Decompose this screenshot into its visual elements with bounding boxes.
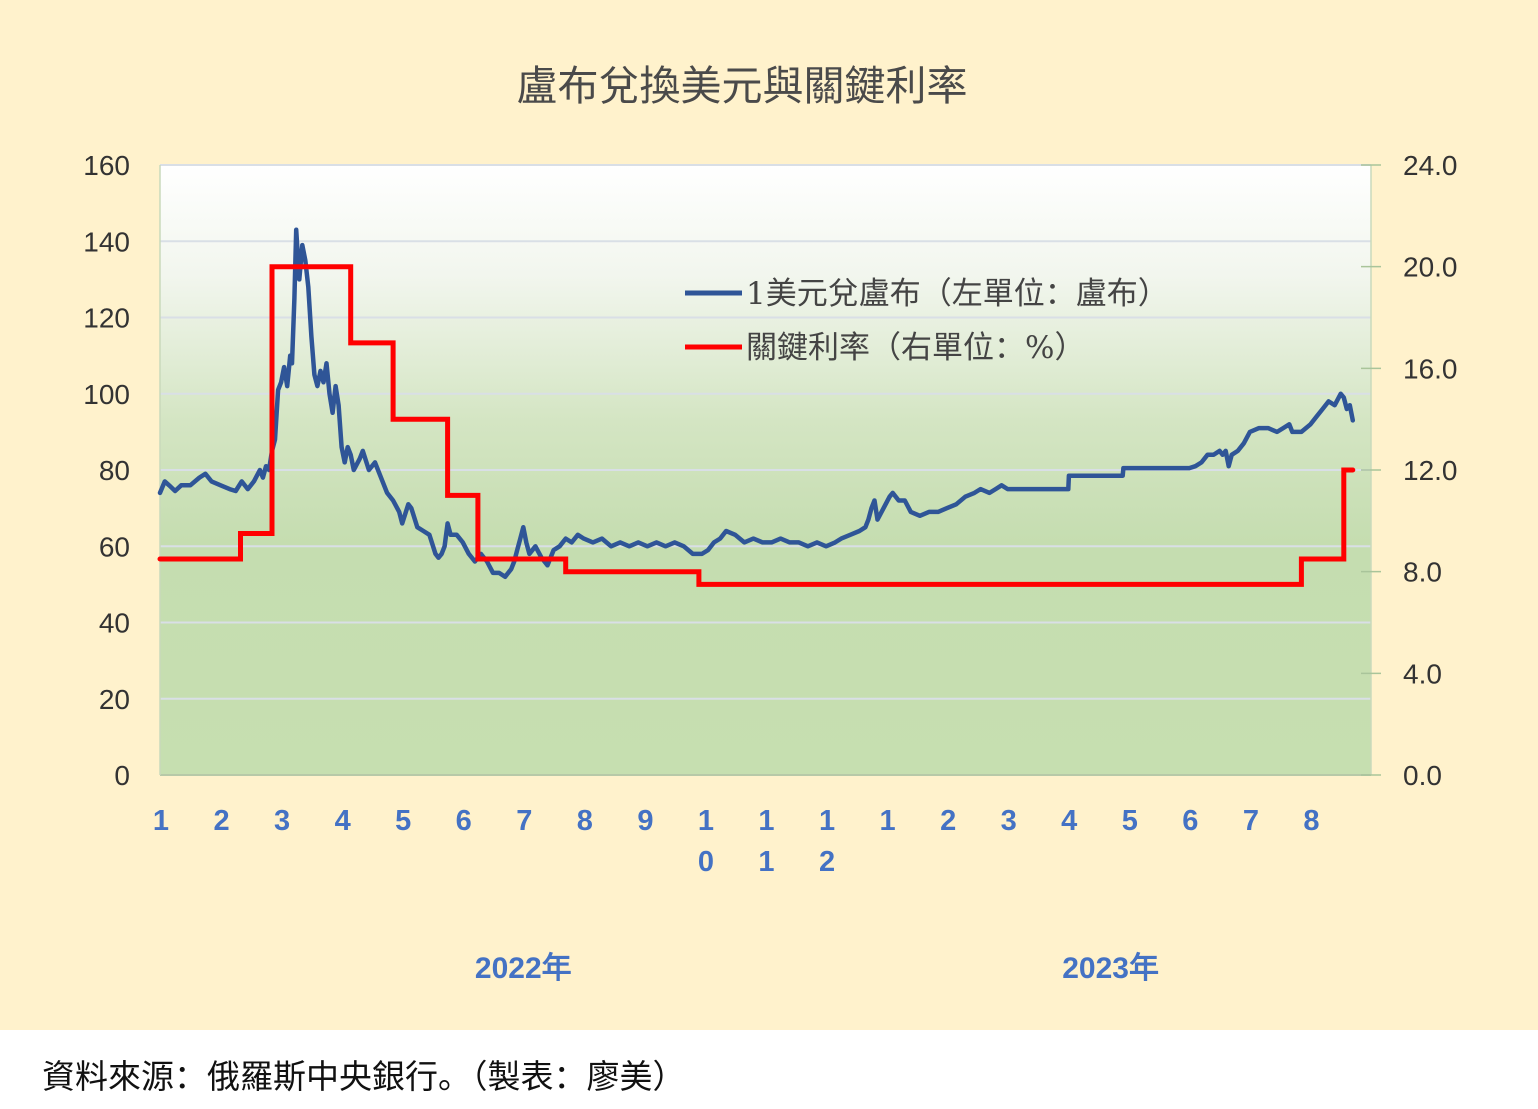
x-tick-label: 5 — [395, 805, 411, 837]
left-tick-label: 40 — [99, 608, 130, 639]
right-tick-label: 0.0 — [1403, 760, 1442, 791]
series-layer — [157, 227, 1356, 587]
series-line-key-rate — [157, 264, 1356, 587]
x-tick-label: 1 — [698, 805, 714, 837]
left-tick-label: 140 — [83, 226, 130, 257]
right-tick-label: 24.0 — [1403, 150, 1458, 181]
right-tick-label: 12.0 — [1403, 455, 1458, 486]
x-tick-label: 6 — [1182, 805, 1198, 837]
x-tick-label: 4 — [1061, 805, 1077, 837]
x-tick-label: 2 — [213, 805, 229, 837]
year-label: 2023年 — [1062, 952, 1159, 985]
x-tick-label: 1 — [880, 805, 896, 837]
legend-label-rate: 關鍵利率（右單位：%） — [746, 330, 1085, 366]
series-line-rub-usd — [157, 227, 1356, 580]
left-tick-label: 80 — [99, 455, 130, 486]
x-tick-label: 2 — [819, 846, 835, 878]
x-tick-label: 1 — [758, 846, 774, 878]
right-tick-label: 20.0 — [1403, 252, 1458, 283]
left-tick-label: 160 — [83, 150, 130, 181]
source-note: 資料來源：俄羅斯中央銀行。（製表：廖美） — [42, 1057, 686, 1096]
left-tick-label: 120 — [83, 303, 130, 334]
left-axis: 0 20 40 60 80 100 120 140 160 — [83, 150, 130, 791]
x-tick-label: 3 — [274, 805, 290, 837]
chart-title: 盧布兌換美元與關鍵利率 — [517, 62, 968, 110]
year-label: 2022年 — [475, 952, 572, 985]
right-tick-label: 8.0 — [1403, 557, 1442, 588]
x-tick-label: 8 — [577, 805, 593, 837]
x-tick-label: 3 — [1001, 805, 1017, 837]
x-tick-label: 2 — [940, 805, 956, 837]
x-tick-label: 4 — [335, 805, 351, 837]
legend: 1美元兌盧布（左單位：盧布） 關鍵利率（右單位：%） — [685, 276, 1169, 366]
x-tick-label: 5 — [1122, 805, 1138, 837]
right-tick-label: 4.0 — [1403, 658, 1442, 689]
x-tick-label: 7 — [516, 805, 532, 837]
x-tick-label: 0 — [698, 846, 714, 878]
x-tick-label: 9 — [637, 805, 653, 837]
legend-label-rub: 1美元兌盧布（左單位：盧布） — [746, 276, 1169, 312]
x-tick-label: 6 — [456, 805, 472, 837]
left-tick-label: 60 — [99, 531, 130, 562]
left-tick-label: 0 — [114, 760, 130, 791]
x-tick-label: 1 — [758, 805, 774, 837]
x-tick-label: 7 — [1243, 805, 1259, 837]
x-tick-label: 1 — [153, 805, 169, 837]
right-axis: 0.0 4.0 8.0 12.0 16.0 20.0 24.0 — [1361, 150, 1458, 791]
chart-panel: 盧布兌換美元與關鍵利率 0 20 40 60 80 100 120 140 160 0.0 4.0… — [0, 0, 1538, 1030]
right-tick-label: 16.0 — [1403, 353, 1458, 384]
left-tick-label: 100 — [83, 379, 130, 410]
left-tick-label: 20 — [99, 684, 130, 715]
x-tick-label: 8 — [1303, 805, 1319, 837]
x-tick-label: 1 — [819, 805, 835, 837]
